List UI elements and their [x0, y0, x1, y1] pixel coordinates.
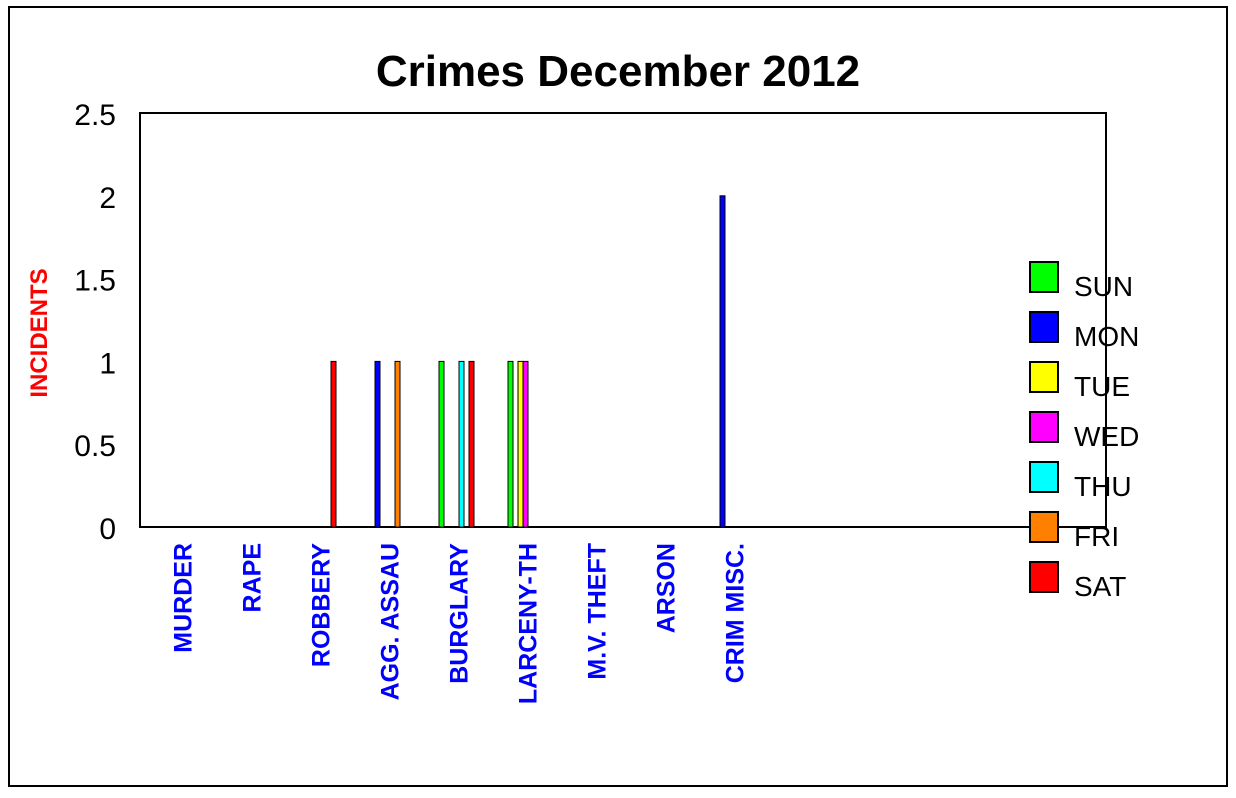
y-tick-label: 1	[99, 347, 116, 380]
y-tick-label: 0.5	[74, 430, 116, 463]
legend-swatch	[1029, 261, 1059, 293]
category-label: RAPE	[239, 543, 267, 612]
legend: SUN MON TUE WED THU FRI SAT	[1029, 261, 1139, 602]
legend-label: THU	[1074, 471, 1132, 502]
bar	[507, 360, 514, 528]
bar	[517, 360, 524, 528]
category-labels: MURDER RAPE ROBBERY AGG. ASSAU BURGLARY LARCE…	[170, 543, 750, 704]
bar	[522, 360, 529, 528]
legend-label: FRI	[1074, 521, 1119, 552]
category-label: ROBBERY	[308, 543, 336, 667]
legend-label: WED	[1074, 421, 1139, 452]
category-label: CRIM MISC.	[722, 543, 750, 683]
bar	[458, 360, 465, 528]
legend-label: SAT	[1074, 571, 1126, 602]
legend-label: MON	[1074, 321, 1139, 352]
legend-label: SUN	[1074, 271, 1133, 302]
category-label: BURGLARY	[446, 543, 474, 684]
legend-label: TUE	[1074, 371, 1130, 402]
chart-border	[8, 6, 1228, 787]
y-tick-label: 2.5	[74, 99, 116, 132]
bar-group	[330, 195, 726, 528]
y-tick-label: 1.5	[74, 265, 116, 298]
y-tick-label: 2	[99, 182, 116, 215]
category-label: ARSON	[653, 543, 681, 633]
legend-swatch	[1029, 311, 1059, 343]
y-tick-labels: 0 0.5 1 1.5 2 2.5	[74, 99, 116, 546]
bar	[719, 195, 726, 528]
category-label: M.V. THEFT	[584, 543, 612, 680]
plot-area	[139, 112, 1107, 528]
y-tick-label: 0	[99, 513, 116, 546]
legend-swatch	[1029, 461, 1059, 493]
category-label: LARCENY-TH	[515, 543, 543, 704]
bar	[438, 360, 445, 528]
legend-swatch	[1029, 511, 1059, 543]
chart-title: Crimes December 2012	[376, 47, 860, 96]
bar	[374, 360, 381, 528]
category-label: MURDER	[170, 543, 198, 653]
category-label: AGG. ASSAU	[377, 543, 405, 700]
bar	[394, 360, 401, 528]
legend-swatch	[1029, 411, 1059, 443]
legend-swatch	[1029, 561, 1059, 593]
bar	[468, 360, 475, 528]
legend-swatch	[1029, 361, 1059, 393]
y-axis-label: INCIDENTS	[26, 268, 53, 397]
bar	[330, 360, 337, 528]
